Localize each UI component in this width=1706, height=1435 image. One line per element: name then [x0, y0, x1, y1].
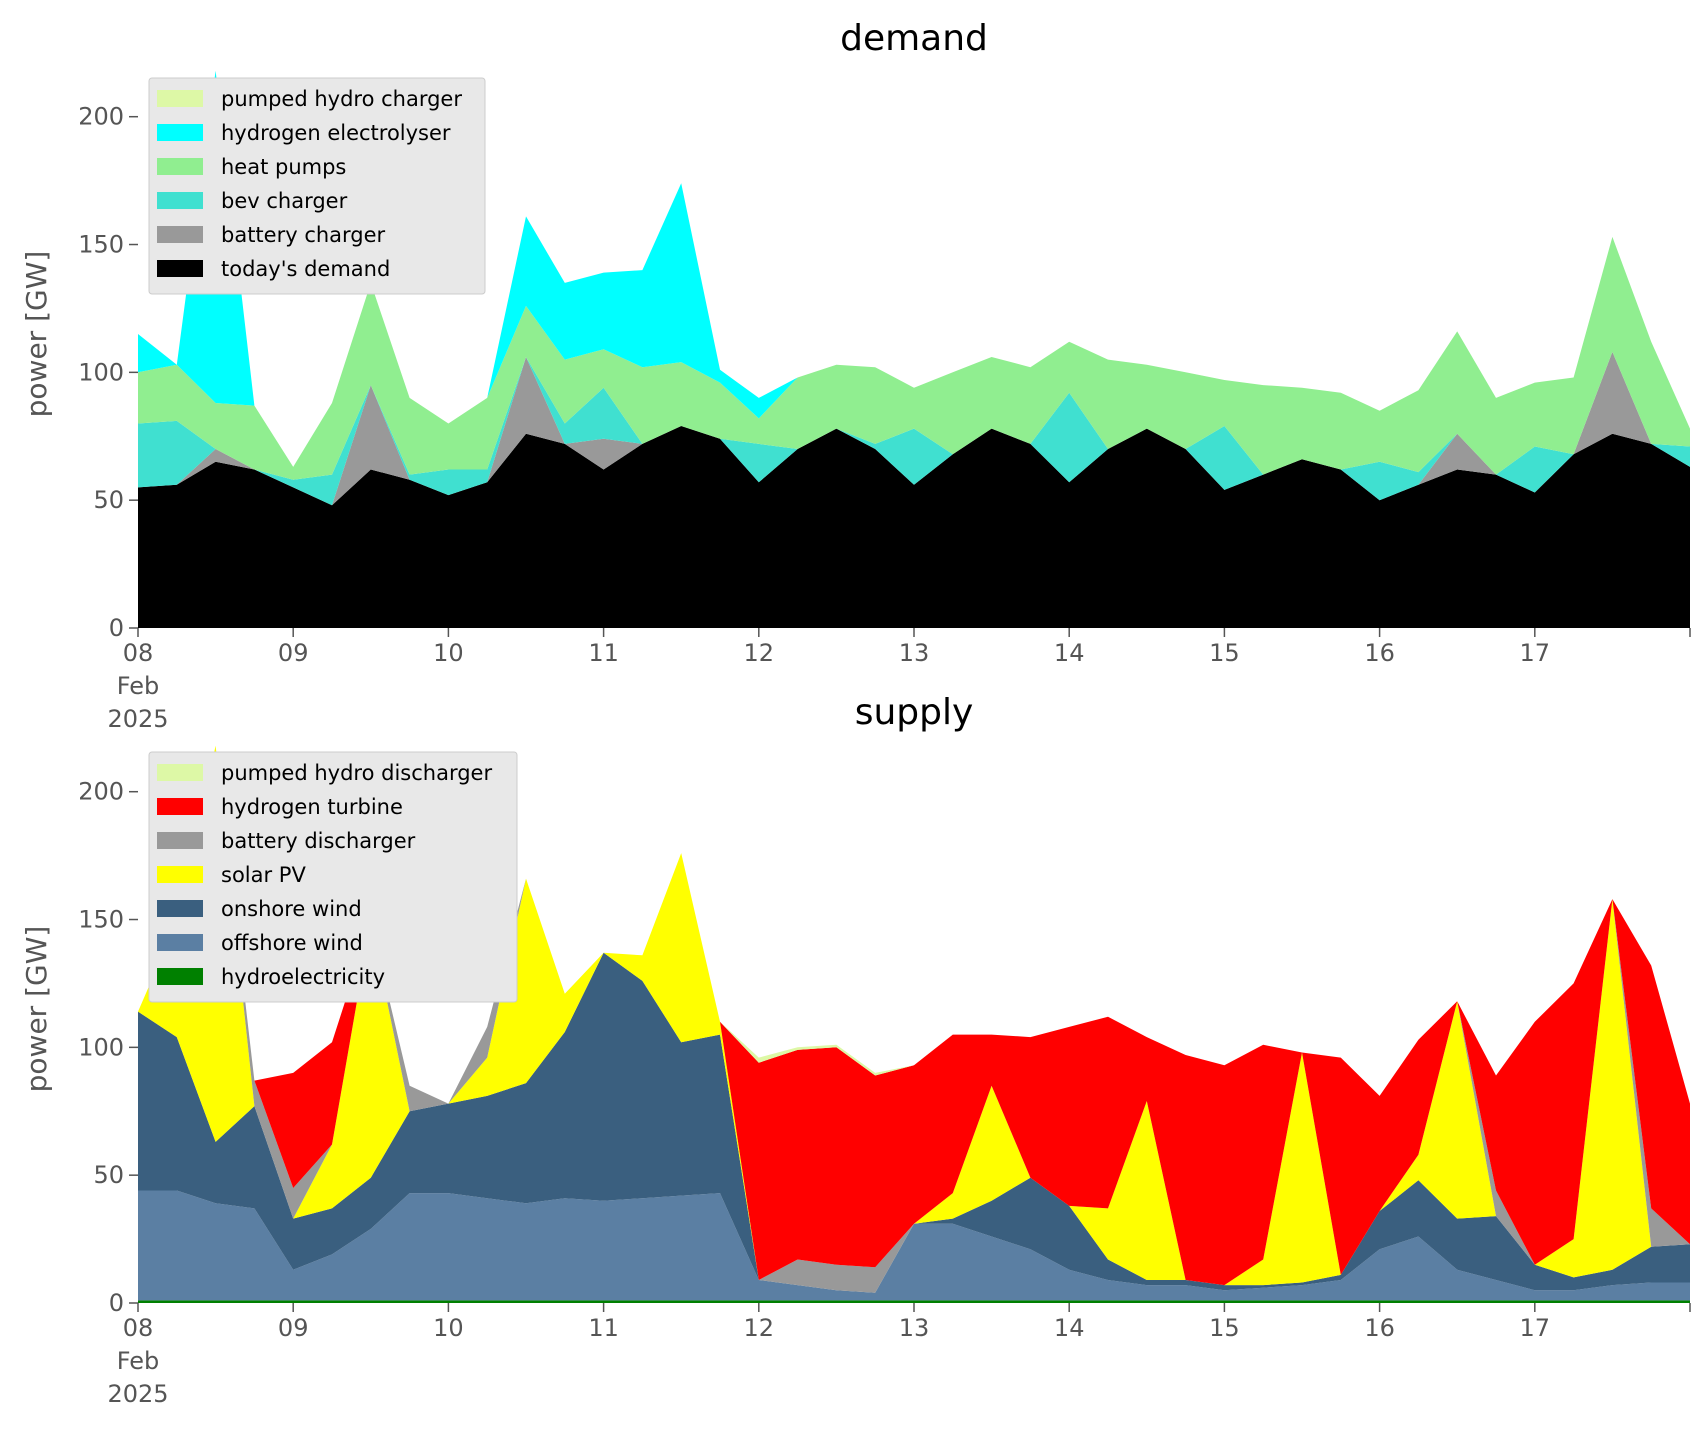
- legend-label-today-s-demand: today's demand: [221, 257, 390, 281]
- legend-label-pumped-hydro-discharger: pumped hydro discharger: [221, 761, 492, 785]
- legend-swatch-onshore-wind: [157, 900, 203, 917]
- legend-label-offshore-wind: offshore wind: [221, 931, 363, 955]
- area-bev-charger: [138, 351, 1690, 506]
- legend-label-pumped-hydro-charger: pumped hydro charger: [221, 87, 462, 111]
- legend-label-battery-charger: battery charger: [221, 223, 386, 247]
- legend-swatch-pumped-hydro-discharger: [157, 764, 203, 781]
- y-tick-label: 150: [78, 231, 124, 259]
- legend-swatch-offshore-wind: [157, 934, 203, 951]
- legend-swatch-battery-charger: [157, 226, 203, 243]
- area-hydrogen-turbine: [138, 745, 1690, 1286]
- x-tick-label: 16: [1364, 639, 1395, 667]
- legend-box: [148, 751, 518, 1003]
- legend-box: [148, 77, 486, 295]
- supply-panel: 0 50 100 150 200 08 Feb 2025 09 10 11 12 13 14 15 16 17 p…: [20, 692, 1691, 1408]
- y-tick-label: 150: [78, 906, 124, 934]
- legend-label-solar-pv: solar PV: [221, 863, 306, 887]
- legend-label-hydroelectricity: hydroelectricity: [221, 965, 385, 989]
- area-offshore-wind: [138, 1190, 1690, 1301]
- y-tick-label: 100: [78, 1033, 124, 1061]
- legend-swatch-solar-pv: [157, 866, 203, 883]
- x-tick-label: 12: [744, 1314, 775, 1342]
- legend-swatch-today-s-demand: [157, 260, 203, 277]
- x-tick-label: 08: [123, 639, 154, 667]
- y-axis-label: power [GW]: [20, 251, 53, 418]
- y-tick-label: 50: [93, 1161, 124, 1189]
- x-tick-label: 16: [1364, 1314, 1395, 1342]
- x-tick-label: 09: [278, 639, 309, 667]
- x-tick-label: 2025: [107, 705, 168, 733]
- legend: pumped hydro discharger hydrogen turbine b…: [148, 751, 518, 1003]
- x-tick-label: 10: [433, 1314, 464, 1342]
- legend-label-onshore-wind: onshore wind: [221, 897, 362, 921]
- stacked-areas: [138, 745, 1690, 1303]
- x-tick-label: 14: [1054, 1314, 1085, 1342]
- x-tick-label: 17: [1520, 639, 1551, 667]
- area-onshore-wind: [138, 952, 1690, 1293]
- legend-label-bev-charger: bev charger: [221, 189, 348, 213]
- legend-swatch-heat-pumps: [157, 158, 203, 175]
- area-battery-charger: [138, 351, 1690, 506]
- y-tick-label: 0: [109, 1289, 124, 1317]
- x-tick-label: 14: [1054, 639, 1085, 667]
- chart-title: supply: [855, 692, 974, 733]
- x-tick-label: 11: [588, 1314, 619, 1342]
- y-tick-label: 200: [78, 778, 124, 806]
- legend-label-hydrogen-turbine: hydrogen turbine: [221, 795, 403, 819]
- legend-swatch-bev-charger: [157, 192, 203, 209]
- x-tick-label: 12: [744, 639, 775, 667]
- x-tick-label: 11: [588, 639, 619, 667]
- area-today-s-demand: [138, 426, 1690, 628]
- y-tick-label: 100: [78, 358, 124, 386]
- area-solar-pv: [138, 745, 1690, 1293]
- y-tick-label: 50: [93, 486, 124, 514]
- axes: 0 50 100 150 200 08 Feb 2025 09 10 11 12 13 14 15 16 17: [78, 778, 1691, 1408]
- demand-panel: 0 50 100 150 200 08 Feb 2025 09 10 11 12 13 14 15 16 17 p…: [20, 18, 1691, 733]
- legend-swatch-pumped-hydro-charger: [157, 90, 203, 107]
- legend-label-battery-discharger: battery discharger: [221, 829, 416, 853]
- x-tick-label: 15: [1209, 639, 1240, 667]
- legend-swatch-battery-discharger: [157, 832, 203, 849]
- x-tick-label: 10: [433, 639, 464, 667]
- legend-label-heat-pumps: heat pumps: [221, 155, 346, 179]
- x-tick-label: 08: [123, 1314, 154, 1342]
- y-tick-label: 200: [78, 103, 124, 131]
- chart-title: demand: [840, 18, 988, 59]
- x-tick-label: 13: [899, 639, 930, 667]
- legend-label-hydrogen-electrolyser: hydrogen electrolyser: [221, 121, 451, 145]
- x-tick-label: Feb: [117, 672, 160, 700]
- legend-swatch-hydrogen-electrolyser: [157, 124, 203, 141]
- x-tick-label: Feb: [117, 1347, 160, 1375]
- stacked-areas: [138, 70, 1690, 628]
- legend-swatch-hydroelectricity: [157, 968, 203, 985]
- legend-swatch-hydrogen-turbine: [157, 798, 203, 815]
- x-tick-label: 09: [278, 1314, 309, 1342]
- area-heat-pumps: [138, 236, 1690, 480]
- y-tick-label: 0: [109, 614, 124, 642]
- y-axis-label: power [GW]: [20, 926, 53, 1093]
- x-tick-label: 17: [1520, 1314, 1551, 1342]
- area-hydroelectricity: [138, 1300, 1690, 1303]
- x-tick-label: 13: [899, 1314, 930, 1342]
- x-tick-label: 15: [1209, 1314, 1240, 1342]
- axes: 0 50 100 150 200 08 Feb 2025 09 10 11 12 13 14 15 16 17: [78, 103, 1691, 733]
- x-tick-label: 2025: [107, 1380, 168, 1408]
- legend: pumped hydro charger hydrogen electrolyse…: [148, 77, 486, 295]
